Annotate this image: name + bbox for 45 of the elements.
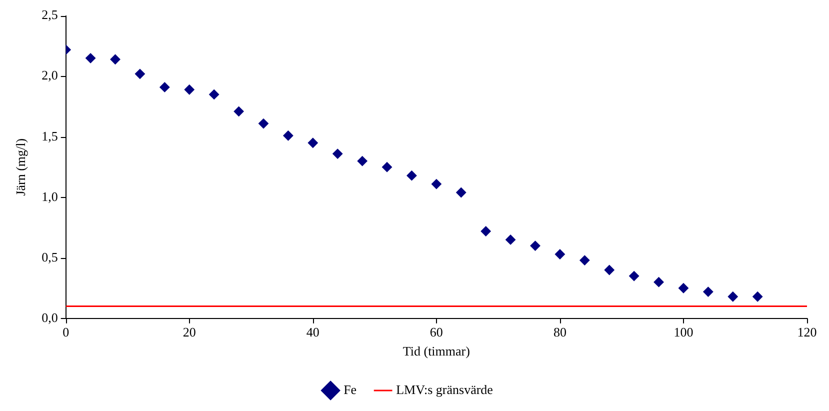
x-tick-label: 0 [62,324,70,340]
point [431,179,442,190]
x-tick-label: 20 [182,324,196,340]
legend-label: Fe [344,382,357,397]
point [554,249,565,260]
x-tick-label: 100 [674,324,694,340]
point [703,286,714,297]
point [332,148,343,159]
point [629,271,640,282]
y-axis-title: Järn (mg/l) [13,138,28,196]
point [86,53,96,64]
point [406,170,417,181]
point [308,138,318,148]
point [283,130,294,141]
point [160,82,170,92]
point [110,54,120,64]
point [258,118,268,129]
point [382,162,392,172]
y-tick-label: 2,0 [42,68,58,83]
point [184,84,194,95]
y-tick-label: 2,5 [42,7,58,22]
point [234,106,244,116]
x-tick-label: 40 [306,324,320,340]
x-axis-title: Tid (timmar) [402,344,470,359]
y-tick-label: 0,0 [42,310,58,325]
point [480,226,491,236]
point [506,234,516,245]
x-tick-label: 60 [430,324,443,340]
x-tick-label: 80 [553,324,566,340]
y-tick-label: 1,5 [42,128,58,144]
point [728,292,738,302]
point [752,292,763,302]
point [357,156,368,166]
point [134,68,145,79]
point [604,264,614,275]
point [530,240,540,251]
point [456,188,466,198]
legend-label: LMV:s gränsvärde [396,382,494,397]
point [678,283,688,294]
x-tick-label: 120 [797,324,817,340]
y-tick-label: 1,0 [42,188,58,204]
point [654,277,664,288]
y-tick-label: 0,5 [42,249,58,264]
point [580,255,590,266]
point [209,89,220,100]
